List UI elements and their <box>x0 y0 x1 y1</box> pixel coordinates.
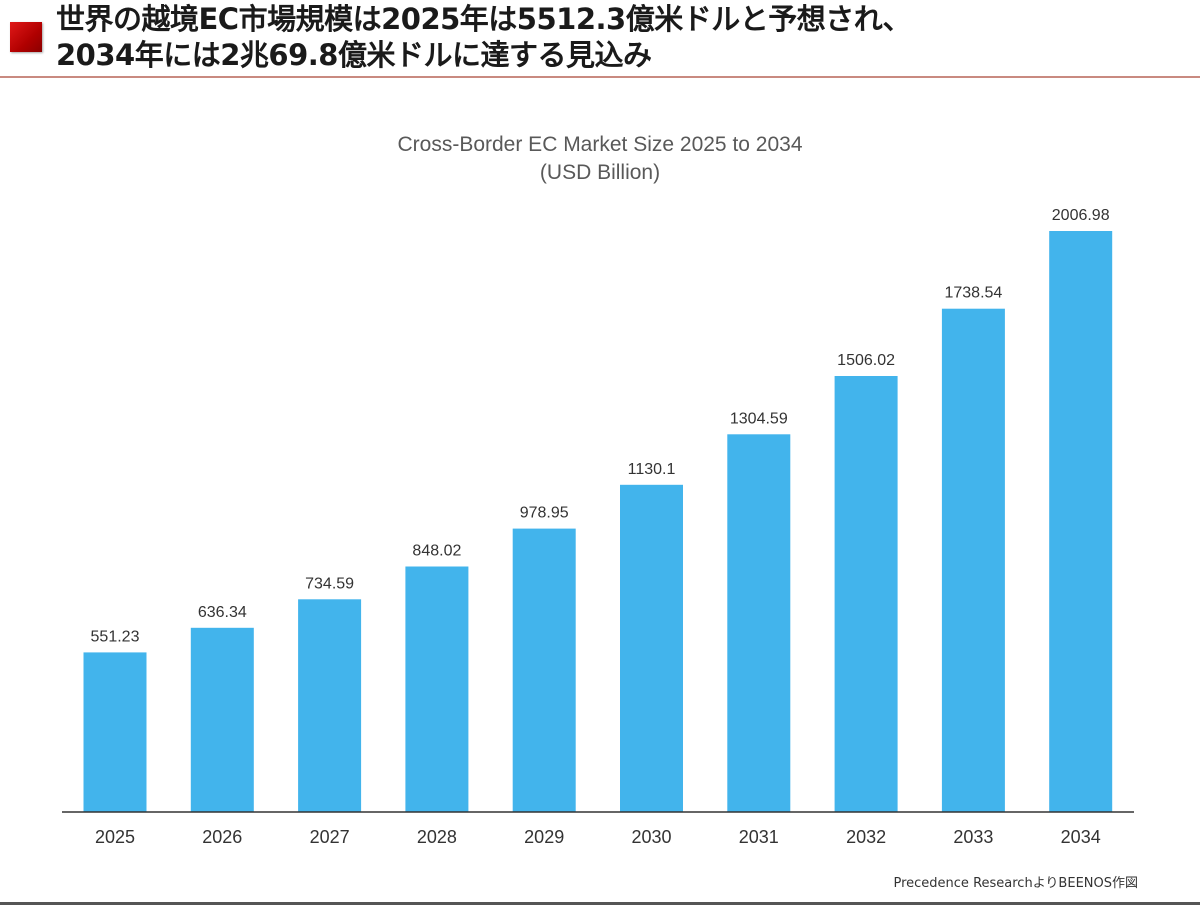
data-label-2029: 978.95 <box>520 505 569 522</box>
bar-2032 <box>834 376 898 812</box>
x-tick-label-2025: 2025 <box>95 827 135 847</box>
x-tick-label-2033: 2033 <box>953 827 993 847</box>
x-tick-label-2028: 2028 <box>417 827 457 847</box>
slide-title-line-2: 2034年には2兆69.8億米ドルに達する見込み <box>56 38 652 72</box>
bar-2025 <box>83 652 147 812</box>
bar-2030 <box>620 484 683 812</box>
data-label-2034: 2006.98 <box>1052 207 1110 224</box>
x-tick-label-2029: 2029 <box>524 827 564 847</box>
data-label-2028: 848.02 <box>412 543 461 560</box>
x-tick-label-2026: 2026 <box>202 827 242 847</box>
bar-2033 <box>941 308 1005 812</box>
data-label-2033: 1738.54 <box>944 285 1002 302</box>
bar-2031 <box>727 434 791 812</box>
bar-2026 <box>190 627 254 812</box>
x-tick-label-2032: 2032 <box>846 827 886 847</box>
slide-header: 世界の越境EC市場規模は2025年は5512.3億米ドルと予想され、 2034年… <box>0 0 1200 78</box>
bottom-divider <box>0 902 1200 905</box>
bar-2029 <box>512 528 576 812</box>
x-tick-label-2030: 2030 <box>631 827 671 847</box>
x-tick-label-2027: 2027 <box>310 827 350 847</box>
bar-2028 <box>405 566 469 812</box>
data-label-2026: 636.34 <box>198 604 247 621</box>
x-tick-label-2034: 2034 <box>1061 827 1101 847</box>
data-label-2031: 1304.59 <box>730 410 788 427</box>
source-note: Precedence ResearchよりBEENOS作図 <box>893 876 1138 891</box>
data-label-2025: 551.23 <box>91 628 140 645</box>
bar-2034 <box>1049 231 1113 812</box>
chart-subtitle: (USD Billion) <box>539 161 661 184</box>
chart-title: Cross-Border EC Market Size 2025 to 2034 <box>397 133 803 156</box>
x-tick-label-2031: 2031 <box>739 827 779 847</box>
red-square-bullet-icon <box>10 22 42 52</box>
data-label-2032: 1506.02 <box>837 352 895 369</box>
data-label-2030: 1130.1 <box>628 461 676 478</box>
data-label-2027: 734.59 <box>305 575 354 592</box>
slide-title-line-1: 世界の越境EC市場規模は2025年は5512.3億米ドルと予想され、 <box>56 2 912 36</box>
bar-2027 <box>298 599 362 812</box>
